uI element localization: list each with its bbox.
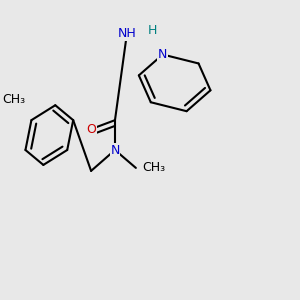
Text: CH₃: CH₃ [2, 93, 25, 106]
Text: NH: NH [118, 27, 136, 40]
Text: O: O [86, 123, 96, 136]
Text: N: N [158, 48, 167, 61]
Text: N: N [110, 143, 120, 157]
Text: H: H [148, 24, 157, 37]
Text: CH₃: CH₃ [142, 161, 165, 174]
